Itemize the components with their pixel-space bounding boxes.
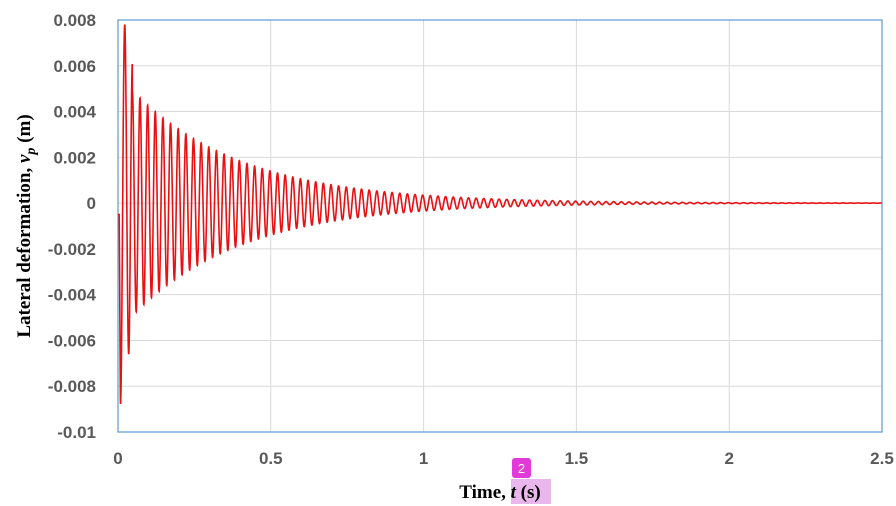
y-tick-label: -0.004 <box>48 286 97 305</box>
y-axis-title: Lateral deformation, vp (m) <box>14 114 39 337</box>
x-tick-label: 2.5 <box>870 449 894 468</box>
annotation-badge-label: 2 <box>518 461 525 476</box>
y-tick-label: 0.002 <box>53 148 96 167</box>
axis-title-highlight <box>511 479 551 504</box>
y-tick-label: 0.004 <box>53 103 96 122</box>
y-tick-label: -0.01 <box>57 423 96 442</box>
x-axis-title-variable: t <box>511 482 517 503</box>
tick-labels: 0.008 0.006 0.004 0.002 0 -0.002 -0.004 -0.006 -… <box>48 11 894 468</box>
plot-area-frame <box>117 19 883 433</box>
y-axis-title-subscript: p <box>24 148 39 156</box>
x-axis-title-prefix: Time, <box>459 482 510 503</box>
x-tick-label: 2 <box>724 449 733 468</box>
x-axis-title-unit: (s) <box>516 482 541 503</box>
annotation-badge <box>512 458 531 478</box>
y-tick-label: -0.002 <box>48 240 96 259</box>
x-tick-label: 1 <box>419 449 428 468</box>
y-axis-title-prefix: Lateral deformation, <box>14 163 35 338</box>
y-tick-label: 0.006 <box>53 57 96 76</box>
x-tick-label: 1.5 <box>565 449 589 468</box>
y-axis-title-variable: v <box>14 154 35 163</box>
x-axis-title: Time, t (s) <box>459 482 540 503</box>
x-tick-label: 0.5 <box>259 449 283 468</box>
y-axis-title-unit: (m) <box>14 114 35 147</box>
y-tick-label: 0 <box>87 194 96 213</box>
x-tick-label: 0 <box>113 449 122 468</box>
y-tick-label: -0.008 <box>48 377 96 396</box>
y-tick-label: -0.006 <box>48 331 96 350</box>
series-line-lateral-deformation <box>118 24 883 405</box>
y-tick-label: 0.008 <box>53 11 96 30</box>
grid <box>117 19 883 433</box>
